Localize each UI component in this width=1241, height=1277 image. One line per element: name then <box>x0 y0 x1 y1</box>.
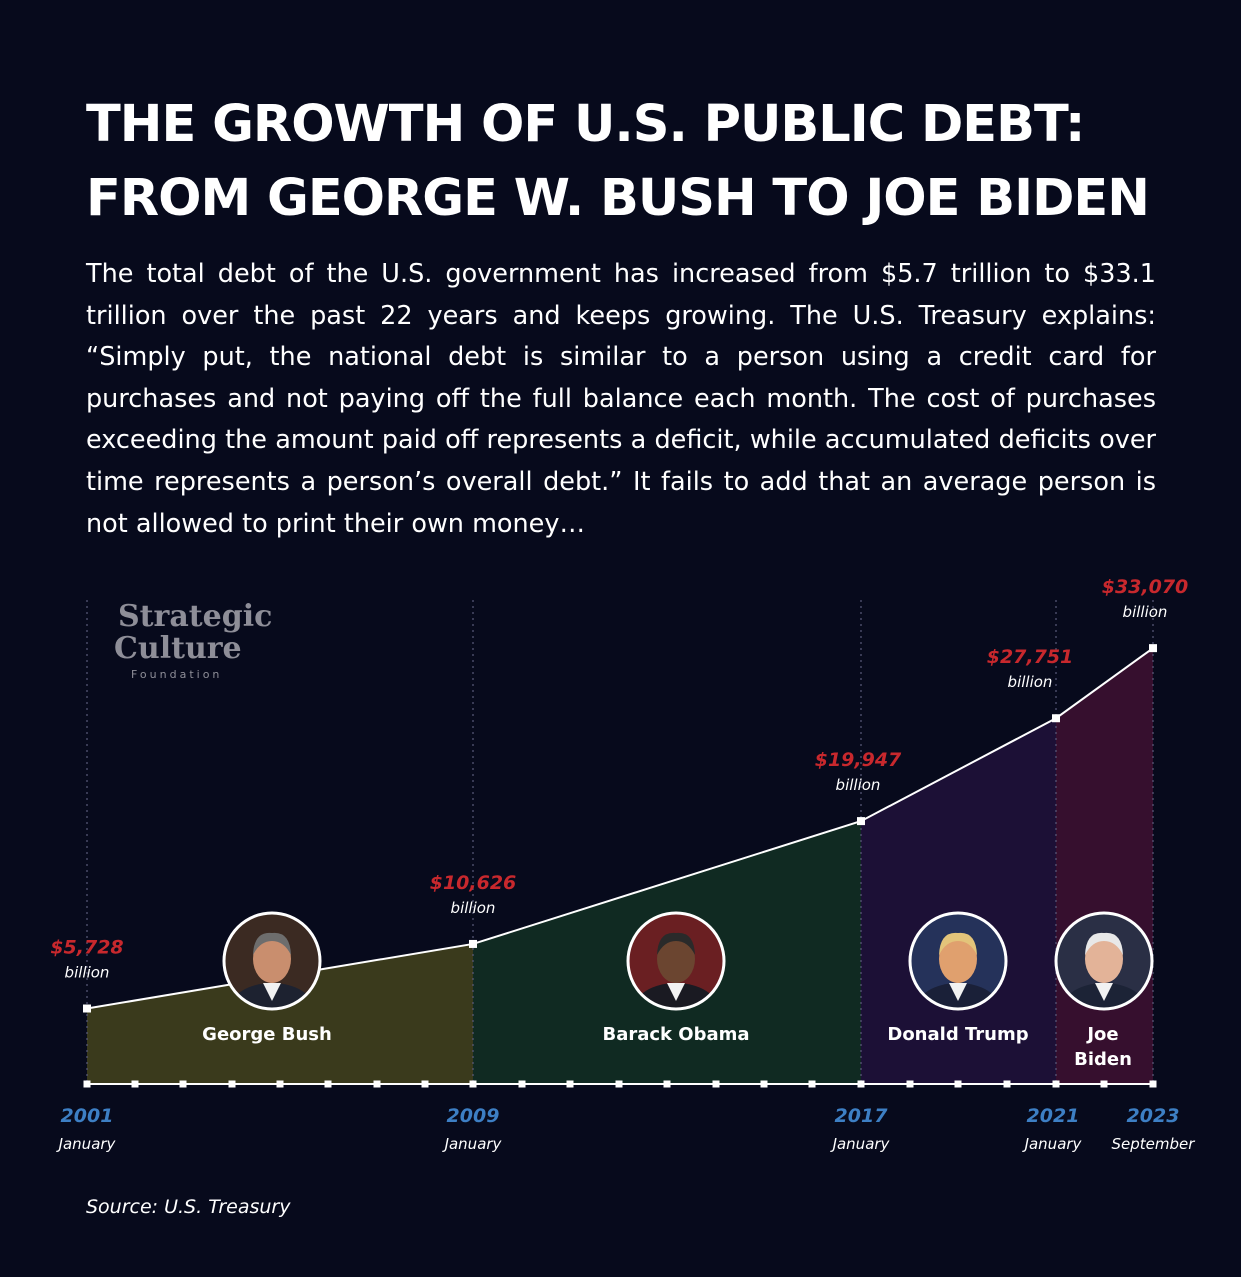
value-label-2009: $10,626 <box>430 872 517 894</box>
axis-tick <box>566 1080 574 1088</box>
donald-trump-portrait-icon <box>908 911 1008 1011</box>
axis-tick <box>857 1080 865 1088</box>
page-title: THE GROWTH OF U.S. PUBLIC DEBT: FROM GEO… <box>86 88 1186 236</box>
portrait-hair <box>657 932 695 955</box>
month-label-2009: January <box>442 1135 503 1153</box>
portrait-suit <box>916 983 1000 1008</box>
title-line-2: FROM GEORGE W. BUSH TO JOE BIDEN <box>86 169 1150 228</box>
president-label-joe-biden-line-1: Joe <box>1085 1024 1118 1045</box>
year-label-2021: 2021 <box>1027 1105 1080 1127</box>
portrait-collar <box>949 983 967 1001</box>
donald-trump-term-area <box>861 718 1056 1084</box>
value-label-2021: $27,751 <box>987 646 1074 668</box>
year-label-2009: 2009 <box>447 1105 500 1127</box>
axis-tick <box>373 1080 381 1088</box>
portrait-face <box>657 935 695 983</box>
portrait-ring <box>1054 911 1154 1011</box>
logo-line-3: Foundation <box>131 668 222 681</box>
axis-tick <box>179 1080 187 1088</box>
value-label-2017: $19,947 <box>815 749 902 771</box>
joe-biden-term-area <box>1056 648 1153 1084</box>
axis-tick <box>228 1080 236 1088</box>
unit-label-2023: billion <box>1123 603 1168 621</box>
portrait-collar <box>263 983 281 1001</box>
axis-tick <box>469 1080 477 1088</box>
axis-tick <box>131 1080 139 1088</box>
logo-line-2: Culture <box>114 631 242 666</box>
month-label-2023: September <box>1112 1135 1196 1153</box>
unit-label-2017: billion <box>836 776 881 794</box>
logo-line-1: Strategic <box>118 599 272 634</box>
month-label-2021: January <box>1022 1135 1083 1153</box>
portrait-face <box>253 935 291 983</box>
axis-tick <box>83 1080 91 1088</box>
president-label-george-bush: George Bush <box>202 1024 332 1045</box>
data-point-2009 <box>469 939 477 948</box>
data-point-2001 <box>83 1004 91 1013</box>
title-line-1: THE GROWTH OF U.S. PUBLIC DEBT: <box>86 95 1085 154</box>
axis-tick <box>760 1080 768 1088</box>
portrait-ring <box>222 911 322 1011</box>
data-point-2017 <box>857 817 865 826</box>
axis-tick <box>906 1080 914 1088</box>
axis-tick <box>276 1080 284 1088</box>
axis-tick <box>421 1080 429 1088</box>
axis-tick <box>324 1080 332 1088</box>
president-label-donald-trump: Donald Trump <box>887 1024 1028 1045</box>
president-label-joe-biden-line-2: Biden <box>1074 1049 1132 1070</box>
axis-tick <box>954 1080 962 1088</box>
barack-obama-portrait-icon <box>626 911 726 1011</box>
axis-tick <box>1003 1080 1011 1088</box>
george-bush-portrait-icon <box>222 911 322 1011</box>
axis-tick <box>1100 1080 1108 1088</box>
portrait-ring <box>908 911 1008 1011</box>
portrait-face <box>1085 935 1123 983</box>
year-label-2023: 2023 <box>1127 1105 1180 1127</box>
description-text: The total debt of the U.S. government ha… <box>86 259 1156 539</box>
portrait-hair <box>1085 932 1123 955</box>
portrait-collar <box>1095 983 1113 1001</box>
unit-label-2021: billion <box>1008 673 1053 691</box>
portrait-hair <box>939 932 977 955</box>
axis-tick <box>615 1080 623 1088</box>
axis-tick <box>1149 1080 1157 1088</box>
president-label-barack-obama: Barack Obama <box>602 1024 749 1045</box>
portrait-suit <box>634 983 718 1008</box>
month-label-2001: January <box>56 1135 117 1153</box>
axis-tick <box>808 1080 816 1088</box>
data-point-2021 <box>1052 714 1060 723</box>
axis-tick <box>712 1080 720 1088</box>
portrait-ring <box>626 911 726 1011</box>
year-label-2017: 2017 <box>835 1105 889 1127</box>
portrait-hair <box>253 932 291 955</box>
portrait-face <box>939 935 977 983</box>
portrait-collar <box>667 983 685 1001</box>
debt-area-chart: Strategic Culture Foundation $5,728 billi… <box>50 576 1196 1153</box>
axis-tick <box>663 1080 671 1088</box>
unit-label-2001: billion <box>65 964 110 982</box>
value-label-2023: $33,070 <box>1102 576 1189 598</box>
value-label-2001: $5,728 <box>50 937 123 959</box>
strategic-culture-logo: Strategic Culture Foundation <box>114 599 272 681</box>
data-point-2023 <box>1149 644 1157 653</box>
axis-tick <box>518 1080 526 1088</box>
axis-tick <box>1052 1080 1060 1088</box>
year-label-2001: 2001 <box>61 1105 114 1127</box>
george-bush-term-area <box>87 943 473 1084</box>
portrait-suit <box>1062 983 1146 1008</box>
month-label-2017: January <box>830 1135 891 1153</box>
portrait-suit <box>230 983 314 1008</box>
joe-biden-portrait-icon <box>1054 911 1154 1011</box>
source-note: Source: U.S. Treasury <box>86 1196 291 1218</box>
unit-label-2009: billion <box>451 899 496 917</box>
